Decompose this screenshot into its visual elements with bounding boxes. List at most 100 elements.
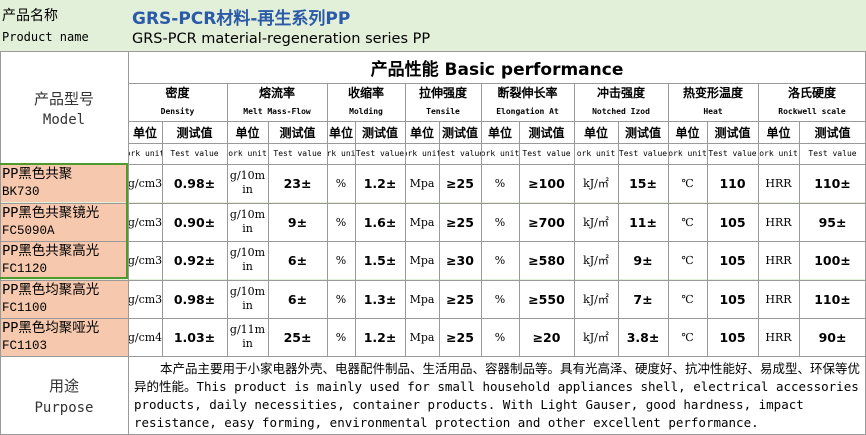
test-value: 105 <box>707 318 758 356</box>
unit-value: kJ/㎡ <box>574 164 618 202</box>
column-title-en: Density <box>128 101 227 121</box>
test-label-cn: 测试值 <box>355 121 405 143</box>
test-value: 0.90± <box>162 203 227 241</box>
test-value: 11± <box>618 203 668 241</box>
column-title-en: Notched Izod <box>574 101 668 121</box>
test-value: 6± <box>268 280 327 318</box>
model-cell: PP黑色均聚哑光 FC1103 <box>0 318 128 356</box>
column-title-en: Tensile <box>405 101 481 121</box>
unit-value: HRR <box>758 280 799 318</box>
test-value: ≥25 <box>439 280 481 318</box>
model-code: FC1100 <box>2 301 48 315</box>
model-name-cn: PP黑色均聚高光 <box>2 282 100 298</box>
unit-value: HRR <box>758 318 799 356</box>
column-title-en: Melt Mass-Flow <box>227 101 327 121</box>
grid-line <box>574 83 575 356</box>
unit-value: HRR <box>758 164 799 202</box>
test-value: 9± <box>618 241 668 279</box>
unit-value: % <box>327 318 355 356</box>
test-value: ≥550 <box>519 280 574 318</box>
model-cell: PP黑色均聚高光 FC1100 <box>0 280 128 318</box>
unit-value: ℃ <box>668 241 707 279</box>
unit-label-cn: 单位 <box>327 121 355 143</box>
purpose-label: 用途 Purpose <box>0 356 128 435</box>
unit-label-cn: 单位 <box>405 121 439 143</box>
model-name-cn: PP黑色共聚高光 <box>2 243 100 259</box>
unit-value: g/10min <box>227 280 268 318</box>
grid-line <box>799 121 800 356</box>
purpose-label-en: Purpose <box>34 400 94 416</box>
column-title-cn: 断裂伸长率 <box>481 83 574 101</box>
unit-value: HRR <box>758 241 799 279</box>
unit-value: Mpa <box>405 164 439 202</box>
unit-value: ℃ <box>668 203 707 241</box>
test-value: 23± <box>268 164 327 202</box>
model-label-cn: 产品型号 <box>33 89 94 108</box>
test-value: ≥25 <box>439 203 481 241</box>
test-value: ≥580 <box>519 241 574 279</box>
test-value: 95± <box>799 203 866 241</box>
model-name-cn: PP黑色共聚 <box>2 166 73 182</box>
grid-line <box>0 241 866 242</box>
unit-value: HRR <box>758 203 799 241</box>
grid-line <box>268 121 269 356</box>
purpose-text: 本产品主要用于小家电器外壳、电器配件制品、生活用品、容器制品等。具有光高泽、硬度… <box>128 356 866 435</box>
grid-line <box>355 121 356 356</box>
unit-value: kJ/㎡ <box>574 280 618 318</box>
grid-line <box>405 83 406 356</box>
unit-value: % <box>327 164 355 202</box>
test-label-cn: 测试值 <box>162 121 227 143</box>
test-value: 6± <box>268 241 327 279</box>
model-name-cn: PP黑色共聚镜光 <box>2 205 100 221</box>
unit-value: % <box>481 203 519 241</box>
test-value: 9± <box>268 203 327 241</box>
test-label-en: Test value <box>162 143 227 164</box>
grid-line <box>519 121 520 356</box>
grid-line <box>481 83 482 356</box>
unit-value: g/11min <box>227 318 268 356</box>
selection-frame <box>0 163 128 279</box>
unit-label-cn: 单位 <box>227 121 268 143</box>
unit-value: % <box>327 280 355 318</box>
test-label-cn: 测试值 <box>799 121 866 143</box>
test-label-en: Test value <box>618 143 668 164</box>
column-title-en: Rockwell scale <box>758 101 866 121</box>
test-value: 0.98± <box>162 280 227 318</box>
unit-value: Mpa <box>405 280 439 318</box>
unit-value: % <box>481 280 519 318</box>
column-title-en: Heat <box>668 101 758 121</box>
grid-line <box>618 121 619 356</box>
test-value: 3.8± <box>618 318 668 356</box>
test-value: 1.3± <box>355 280 405 318</box>
unit-label-cn: 单位 <box>481 121 519 143</box>
unit-value: g/10min <box>227 203 268 241</box>
grid-line <box>227 83 228 356</box>
column-title-cn: 熔流率 <box>227 83 327 101</box>
grid-line <box>128 121 866 122</box>
model-label-en: Model <box>42 111 86 128</box>
test-label-en: Test value <box>799 143 866 164</box>
test-value: 100± <box>799 241 866 279</box>
unit-value: g/10min <box>227 241 268 279</box>
unit-value: kJ/㎡ <box>574 318 618 356</box>
product-name-label-cn: 产品名称 <box>2 8 58 24</box>
test-value: ≥25 <box>439 318 481 356</box>
grid-line <box>0 51 866 52</box>
unit-value: % <box>481 318 519 356</box>
unit-value: % <box>327 241 355 279</box>
grid-line <box>758 83 759 356</box>
unit-value: % <box>481 241 519 279</box>
test-value: 1.2± <box>355 164 405 202</box>
test-value: 1.5± <box>355 241 405 279</box>
model-name-cn: PP黑色均聚哑光 <box>2 320 100 336</box>
test-value: 110± <box>799 164 866 202</box>
section-title: 产品性能 Basic performance <box>128 51 866 83</box>
model-code: BK730 <box>2 185 40 199</box>
unit-label-en: ork unit <box>327 143 355 164</box>
test-value: 90± <box>799 318 866 356</box>
test-label-cn: 测试值 <box>268 121 327 143</box>
product-title-en: GRS-PCR material-regeneration series PP <box>132 31 431 47</box>
model-code: FC1120 <box>2 262 48 276</box>
test-value: 1.03± <box>162 318 227 356</box>
test-label-cn: 测试值 <box>618 121 668 143</box>
